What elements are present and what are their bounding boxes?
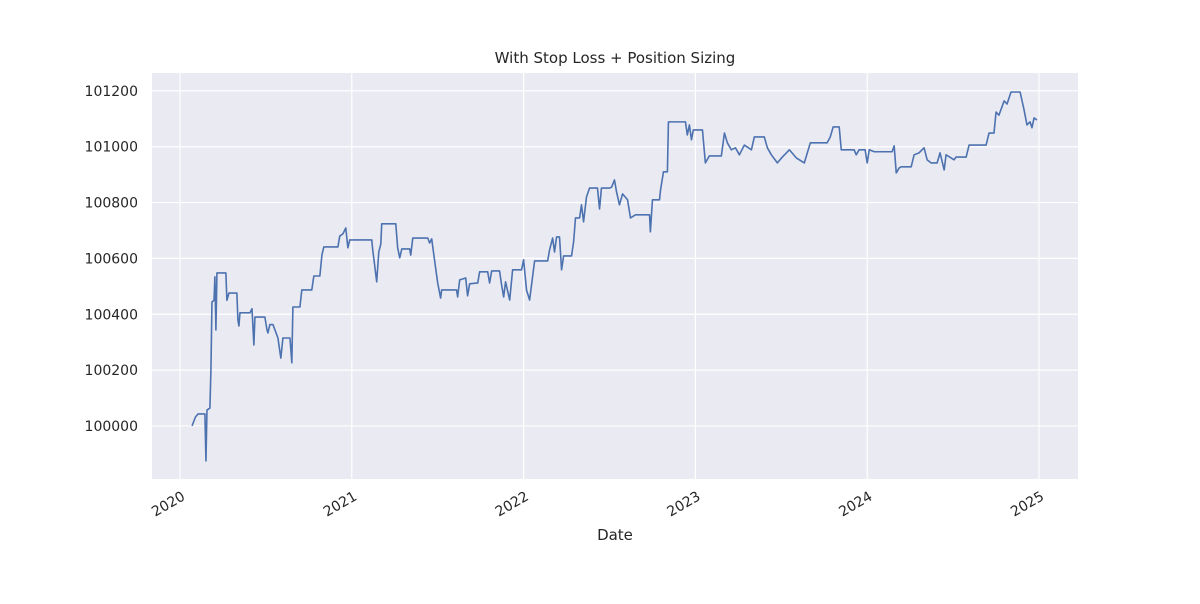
x-axis-label: Date [597, 526, 633, 544]
y-tick-label: 100800 [85, 196, 138, 212]
x-tick-label: 2024 [836, 489, 875, 521]
y-tick-label: 100600 [85, 251, 138, 267]
y-tick-label: 101200 [85, 84, 138, 100]
chart-title: With Stop Loss + Position Sizing [495, 49, 736, 67]
x-tick-label: 2023 [665, 489, 704, 521]
y-tick-label: 100400 [85, 307, 138, 323]
line [191, 91, 1038, 462]
y-tick-label: 101000 [85, 140, 138, 156]
x-tick-label: 2020 [149, 489, 188, 521]
plot-area [152, 73, 1078, 479]
x-tick-label: 2022 [493, 489, 532, 521]
x-tick-label: 2021 [321, 489, 360, 521]
x-tick-label: 2025 [1008, 489, 1047, 521]
y-tick-label: 100200 [85, 363, 138, 379]
y-tick-label: 100000 [85, 419, 138, 435]
